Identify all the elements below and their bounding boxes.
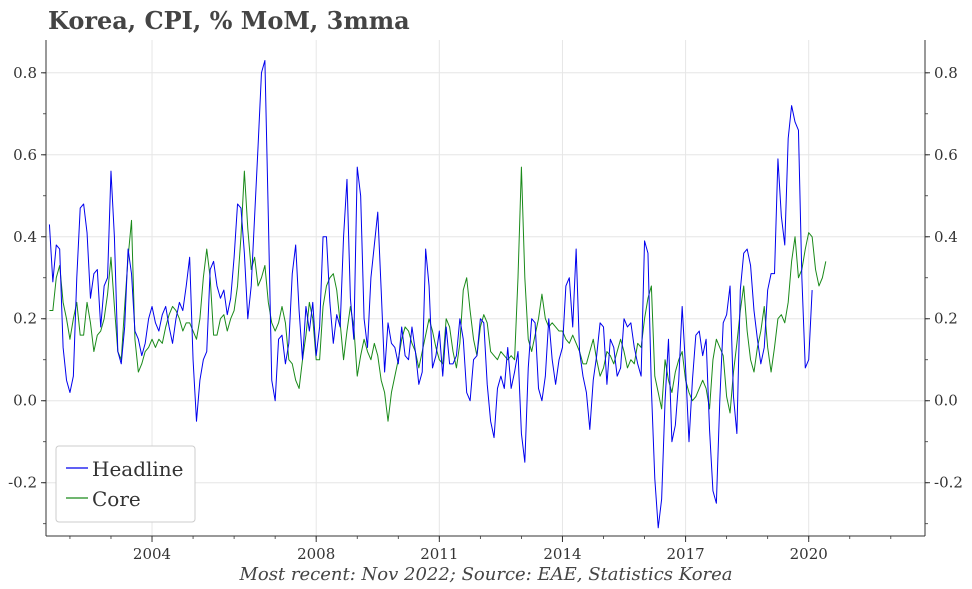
series-line-headline (48, 60, 813, 529)
x-tick-label: 2017 (666, 545, 704, 563)
y-tick-label-left: 0.2 (13, 310, 37, 328)
legend-headline-label: Headline (92, 457, 184, 481)
x-tick-label: 2014 (543, 545, 581, 563)
y-tick-label-right: 0.4 (934, 228, 958, 246)
y-tick-label-left: 0.8 (13, 64, 37, 82)
x-tick-label: 2011 (420, 545, 458, 563)
y-tick-label-left: 0.4 (13, 228, 37, 246)
source-caption: Most recent: Nov 2022; Source: EAE, Stat… (239, 564, 733, 585)
y-tick-label-right: -0.2 (934, 474, 963, 492)
y-tick-label-right: 0.8 (934, 64, 958, 82)
legend-box (55, 445, 196, 523)
y-tick-label-right: 0.2 (934, 310, 958, 328)
legend-core-label: Core (92, 487, 141, 511)
x-tick-label: 2004 (133, 545, 171, 563)
x-tick-label: 2008 (297, 545, 335, 563)
chart-title: Korea, CPI, % MoM, 3mma (48, 6, 410, 35)
y-tick-label-left: 0.0 (13, 392, 37, 410)
y-tick-label-left: 0.6 (13, 146, 37, 164)
y-tick-label-left: -0.2 (8, 474, 37, 492)
y-tick-label-right: 0.0 (934, 392, 958, 410)
series-lines (48, 60, 827, 529)
x-tick-label: 2020 (790, 545, 828, 563)
series-line-core (49, 166, 827, 422)
legend: Headline Core (55, 445, 196, 523)
axes: -0.2 -0.2 0.0 0.0 0.2 0.2 0.4 0.4 0.6 0.6 0.8 0.8 20… (8, 40, 963, 563)
y-tick-label-right: 0.6 (934, 146, 958, 164)
